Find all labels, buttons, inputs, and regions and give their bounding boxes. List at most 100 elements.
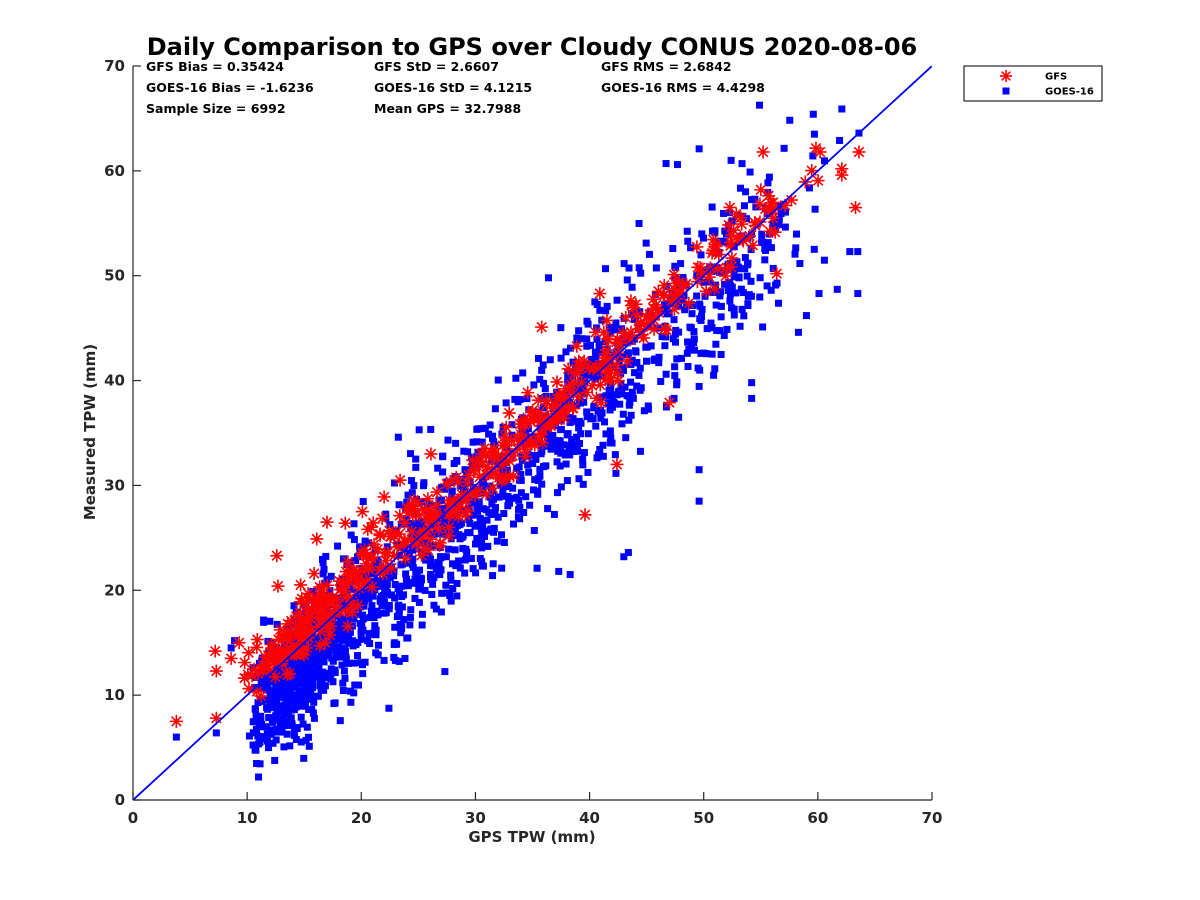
gfs-point-stroke (271, 550, 283, 561)
goes16-point (281, 722, 289, 730)
gfs-point (551, 409, 565, 423)
goes16-point (671, 330, 679, 338)
gfs-point (753, 197, 767, 211)
gfs-point (748, 216, 762, 230)
gfs-point (238, 656, 252, 670)
gfs-point-stroke (246, 670, 258, 682)
goes16-point (249, 741, 257, 749)
gfs-point (708, 282, 722, 296)
goes16-point (758, 230, 766, 238)
gfs-point-stroke (850, 202, 861, 213)
gfs-point-stroke (462, 477, 473, 488)
goes16-point (415, 426, 423, 434)
goes16-point (472, 455, 480, 463)
goes16-point (538, 366, 546, 374)
goes16-point (439, 452, 447, 460)
gfs-point-stroke (653, 286, 664, 297)
goes16-point (394, 433, 402, 441)
gfs-point (756, 145, 770, 159)
gfs-point (662, 396, 676, 410)
gfs-point-stroke (431, 510, 443, 521)
goes16-point (269, 678, 277, 686)
goes16-point (390, 640, 398, 648)
goes16-point (782, 208, 790, 216)
gfs-point (521, 439, 535, 453)
gfs-point-stroke (316, 602, 327, 613)
goes16-point (509, 484, 517, 492)
goes16-point (736, 322, 744, 330)
goes16-point (325, 647, 333, 655)
goes16-point (391, 623, 399, 631)
goes16-point (741, 265, 749, 273)
goes16-point (531, 476, 539, 484)
gfs-point-stroke (433, 523, 444, 535)
goes16-point (470, 511, 478, 519)
goes16-point (514, 398, 522, 406)
gfs-point-stroke (594, 288, 606, 299)
gfs-point-stroke (469, 490, 480, 501)
identity-line (133, 66, 932, 800)
gfs-point-stroke (411, 538, 422, 550)
gfs-point-stroke (786, 194, 797, 206)
gfs-point-stroke (453, 511, 464, 522)
goes16-point (728, 304, 736, 312)
legend-marker-stroke (1001, 71, 1011, 81)
goes16-point (445, 545, 453, 553)
goes16-point (402, 575, 410, 583)
gfs-point (351, 577, 365, 591)
stat-text: Mean GPS = 32.7988 (374, 101, 521, 116)
goes16-point (376, 582, 384, 590)
gfs-point (461, 504, 475, 518)
goes16-point (350, 520, 358, 528)
gfs-point (449, 471, 463, 485)
goes16-point (292, 735, 300, 743)
gfs-point (270, 549, 284, 563)
goes16-point (602, 265, 610, 273)
goes16-point (227, 644, 235, 652)
goes16-point (252, 712, 260, 720)
goes16-point (345, 639, 353, 647)
gfs-point (264, 637, 278, 651)
goes16-point (456, 564, 464, 572)
goes16-point (395, 588, 403, 596)
y-tick-label: 50 (104, 267, 125, 285)
gfs-point-stroke (344, 566, 356, 578)
gfs-point-stroke (303, 625, 315, 637)
gfs-point-stroke (590, 327, 601, 338)
gfs-point-stroke (806, 165, 817, 176)
goes16-point (417, 575, 425, 583)
gfs-point (523, 413, 537, 427)
goes16-point (417, 538, 425, 546)
goes16-point (437, 608, 445, 616)
goes16-point (302, 736, 310, 744)
goes16-point (449, 585, 457, 593)
goes16-point (307, 685, 315, 693)
gfs-point-stroke (376, 513, 388, 524)
gfs-point-stroke (549, 398, 561, 410)
gfs-point (313, 639, 327, 653)
goes16-point (591, 375, 599, 383)
gfs-point (720, 261, 734, 275)
goes16-point (407, 450, 415, 458)
goes16-point (395, 609, 403, 617)
goes16-point (502, 399, 510, 407)
gfs-point (667, 268, 681, 282)
goes16-point (427, 425, 435, 433)
goes16-point (603, 302, 611, 310)
goes16-point (397, 629, 405, 637)
gfs-point (440, 477, 454, 491)
goes16-point (298, 680, 306, 688)
gfs-point (383, 530, 397, 544)
gfs-point (271, 579, 285, 593)
goes16-point (618, 420, 626, 428)
goes16-point (765, 173, 773, 181)
goes16-point (678, 354, 686, 362)
goes16-point (619, 364, 627, 372)
goes16-point (462, 555, 470, 563)
gfs-point (461, 476, 475, 490)
goes16-point (267, 730, 275, 738)
goes16-point (438, 523, 446, 531)
goes16-point (583, 408, 591, 416)
goes16-point (802, 312, 810, 320)
goes16-point (556, 462, 564, 470)
